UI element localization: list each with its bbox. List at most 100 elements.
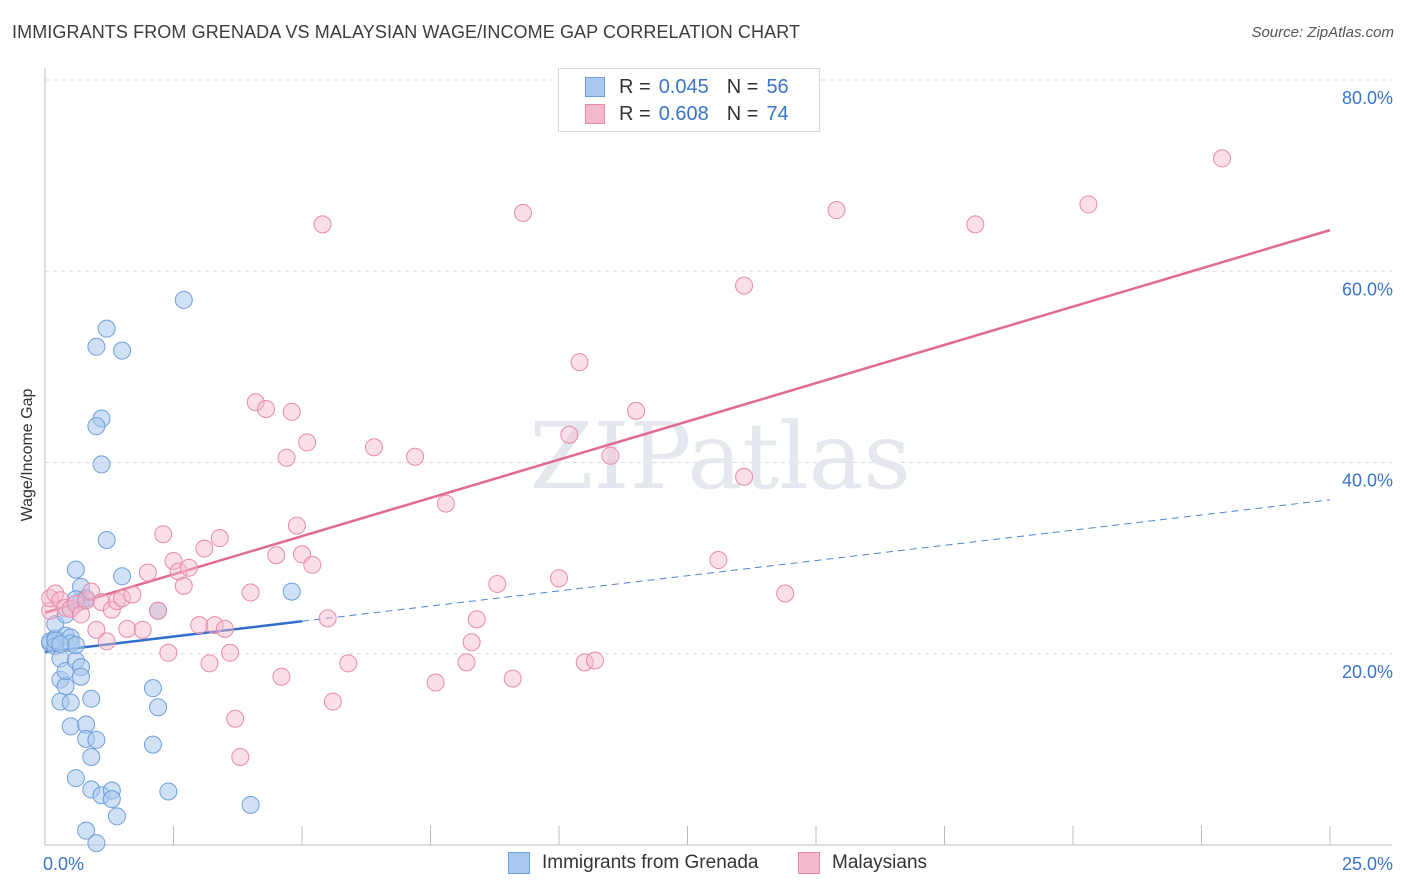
malaysians-point	[154, 525, 173, 544]
malaysians-point	[1213, 149, 1232, 168]
malaysians-point	[133, 620, 152, 639]
tick-labels: 20.0% 40.0% 60.0% 80.0% 0.0% 25.0%	[43, 88, 1393, 874]
malaysians-point	[205, 616, 224, 635]
malaysians-point	[277, 448, 296, 467]
grenada-point	[61, 717, 80, 736]
malaysians-point	[467, 610, 486, 629]
x-tick-label: 25.0%	[1342, 854, 1393, 874]
grenada-point	[71, 667, 90, 686]
malaysians-point	[313, 215, 332, 234]
malaysians-point	[61, 599, 80, 618]
malaysians-point	[735, 467, 754, 486]
malaysians-point	[210, 529, 229, 548]
malaysians-point	[601, 446, 620, 465]
malaysians-point	[138, 563, 157, 582]
grenada-point	[149, 698, 168, 717]
malaysians-point	[488, 574, 507, 593]
malaysians-point	[323, 692, 342, 711]
malaysians-point	[107, 592, 126, 611]
bottom-legend-label: Malaysians	[832, 852, 928, 873]
grenada-point	[51, 635, 70, 654]
malaysians-point	[149, 601, 168, 620]
malaysians-point	[426, 673, 445, 692]
malaysians-point	[303, 555, 322, 574]
malaysians-point	[503, 669, 522, 688]
legend-row-grenada: R = 0.045 N = 56	[585, 75, 789, 99]
malaysians-point	[406, 447, 425, 466]
malaysians-point	[77, 591, 96, 610]
malaysians-point	[179, 558, 198, 577]
malaysians-point	[735, 276, 754, 295]
legend-r-label: R =	[619, 102, 651, 125]
trend-line-grenada	[44, 619, 303, 654]
malaysians-point	[195, 539, 214, 558]
legend-r-value: 0.045	[658, 75, 709, 98]
y-tick-label: 80.0%	[1342, 88, 1393, 108]
malaysians-point	[56, 598, 75, 617]
grenada-point	[241, 795, 260, 814]
malaysians-point	[118, 619, 137, 638]
legend-swatch-blue	[585, 77, 605, 97]
legend-row-malaysians: R = 0.608 N = 74	[585, 102, 789, 126]
grenada-point	[56, 677, 75, 696]
grenada-point	[97, 319, 116, 338]
grenada-point	[143, 679, 162, 698]
malaysians-point	[1079, 195, 1098, 214]
malaysians-point	[339, 654, 358, 673]
malaysians-point	[627, 401, 646, 420]
malaysians-point	[257, 399, 276, 418]
legend-r-label: R =	[619, 75, 651, 98]
legend-swatch-pink	[585, 104, 605, 124]
legend-n-label: N =	[726, 75, 759, 98]
grenada-point	[66, 769, 85, 788]
correlation-legend: R = 0.045 N = 56 R = 0.608 N = 74	[558, 68, 820, 132]
bottom-legend-malaysians: Malaysians	[798, 852, 927, 874]
grenada-point	[77, 821, 96, 840]
grenada-point	[82, 689, 101, 708]
bottom-swatch-pink	[798, 852, 820, 874]
grenada-point	[87, 337, 106, 356]
malaysians-point	[66, 595, 85, 614]
grenada-point	[97, 530, 116, 549]
malaysians-point	[709, 551, 728, 570]
trend-lines	[44, 228, 1331, 654]
trend-line-malaysians	[44, 228, 1331, 614]
malaysians-point	[570, 353, 589, 372]
malaysians-point	[87, 620, 106, 639]
malaysians-point	[113, 589, 132, 608]
watermark: ZIPatlas	[529, 403, 910, 510]
grenada-point	[87, 834, 106, 853]
source-label: Source: ZipAtlas.com	[1251, 24, 1394, 41]
malaysians-point	[364, 438, 383, 457]
malaysians-point	[92, 593, 111, 612]
grenada-point	[282, 582, 301, 601]
malaysians-point	[462, 633, 481, 652]
malaysians-point	[436, 494, 455, 513]
y-axis-label: Wage/Income Gap	[19, 388, 36, 522]
axes	[44, 68, 1392, 846]
malaysians-point	[164, 551, 183, 570]
grenada-point	[113, 341, 132, 360]
grenada-point	[92, 455, 111, 474]
chart-title: IMMIGRANTS FROM GRENADA VS MALAYSIAN WAG…	[12, 22, 801, 42]
bottom-legend-grenada: Immigrants from Grenada	[508, 852, 758, 874]
grenada-point	[143, 735, 162, 754]
malaysians-point	[827, 201, 846, 220]
grenada-point	[66, 636, 85, 655]
legend-n-label: N =	[726, 102, 759, 125]
malaysians-point	[241, 583, 260, 602]
malaysians-point	[226, 709, 245, 728]
grenada-point	[113, 567, 132, 586]
malaysians-point	[550, 569, 568, 588]
malaysians-point	[102, 600, 121, 619]
grenada-point	[87, 417, 106, 436]
malaysians-point	[123, 585, 142, 604]
malaysians-point	[966, 215, 985, 234]
grenada-point	[82, 748, 101, 767]
grenada-point	[87, 730, 106, 749]
trend-line-grenada-extension	[301, 499, 1331, 622]
y-tick-label: 60.0%	[1342, 279, 1393, 299]
malaysians-point	[215, 619, 234, 638]
malaysians-point	[159, 643, 178, 662]
malaysians-point	[267, 546, 286, 565]
